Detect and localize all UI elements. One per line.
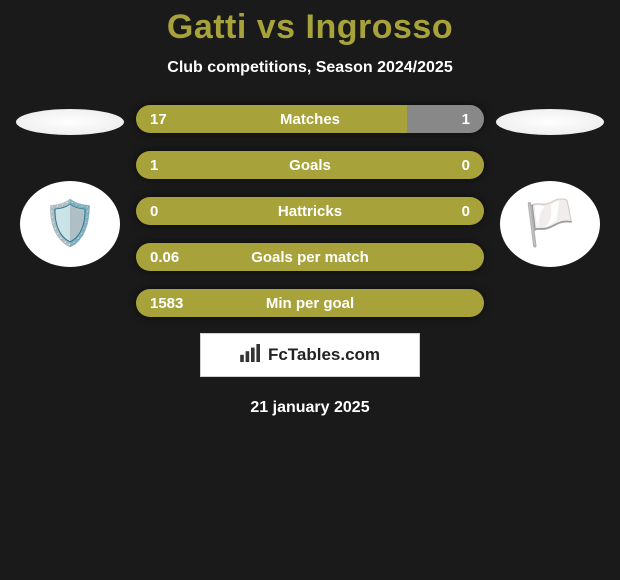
- right-player-avatar: [496, 109, 604, 135]
- brand-link[interactable]: FcTables.com: [200, 333, 420, 377]
- stat-right-value: 0: [462, 151, 470, 179]
- stat-bar-mpg: 1583 Min per goal: [136, 289, 484, 317]
- stat-label: Goals per match: [136, 243, 484, 271]
- stat-right-value: 0: [462, 197, 470, 225]
- left-player-avatar: [16, 109, 124, 135]
- page-title: Gatti vs Ingrosso: [0, 8, 620, 47]
- subtitle: Club competitions, Season 2024/2025: [0, 59, 620, 77]
- stat-bar-hattricks: 0 Hattricks 0: [136, 197, 484, 225]
- right-club-badge: 🏳️: [500, 181, 600, 267]
- stat-right-value: 1: [462, 105, 470, 133]
- date-label: 21 january 2025: [0, 399, 620, 417]
- left-player-col: 🛡️: [10, 105, 130, 267]
- left-club-badge: 🛡️: [20, 181, 120, 267]
- stat-label: Min per goal: [136, 289, 484, 317]
- comparison-card: Gatti vs Ingrosso Club competitions, Sea…: [0, 0, 620, 417]
- brand-label: FcTables.com: [268, 345, 380, 365]
- stat-bar-matches: 17 Matches 1: [136, 105, 484, 133]
- stat-bar-goals: 1 Goals 0: [136, 151, 484, 179]
- bar-chart-icon: [240, 344, 262, 367]
- main-row: 🛡️ 17 Matches 1 1 Goals 0 0: [0, 105, 620, 317]
- right-club-icon: 🏳️: [523, 202, 578, 246]
- left-club-icon: 🛡️: [43, 202, 98, 246]
- stat-label: Goals: [136, 151, 484, 179]
- stat-label: Matches: [136, 105, 484, 133]
- stat-bar-gpm: 0.06 Goals per match: [136, 243, 484, 271]
- stat-label: Hattricks: [136, 197, 484, 225]
- stats-column: 17 Matches 1 1 Goals 0 0 Hattricks 0: [130, 105, 490, 317]
- right-player-col: 🏳️: [490, 105, 610, 267]
